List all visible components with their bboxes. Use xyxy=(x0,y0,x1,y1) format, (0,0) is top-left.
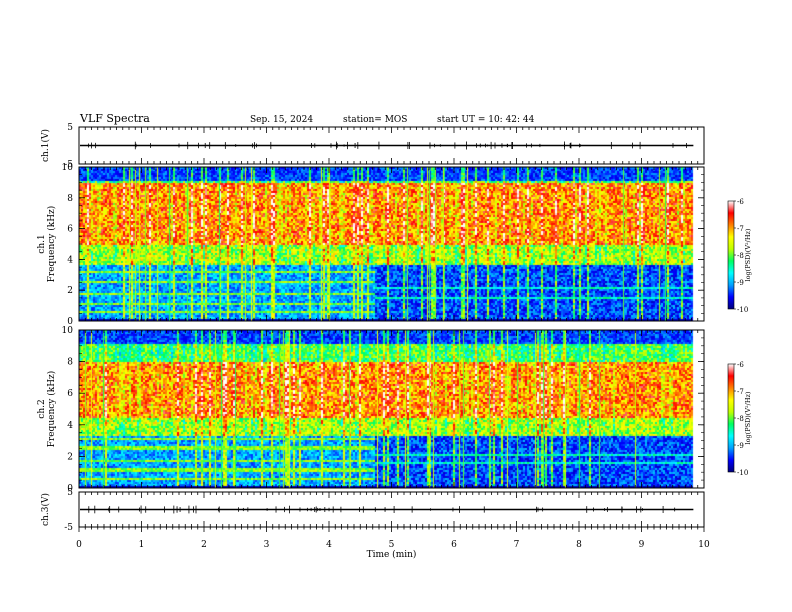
ch1-spectrogram-colorbar-label: log(PSD)(V²/Hz) xyxy=(744,228,752,281)
axes-layer xyxy=(78,126,736,532)
x-tick-label: 0 xyxy=(76,540,82,550)
ch1-spectrogram-colorbar-tick-label: -10 xyxy=(737,306,748,314)
ch1-spectrogram-ylabel: ch.1 xyxy=(37,234,47,253)
ch2-spectrogram-ylabel: ch.2 xyxy=(37,399,47,418)
x-tick-label: 4 xyxy=(326,540,332,550)
ch1-spectrogram-colorbar-tick-label: -7 xyxy=(737,225,744,233)
x-axis-label: Time (min) xyxy=(367,549,417,560)
chart-title: VLF Spectra xyxy=(80,112,150,125)
ch2-spectrogram-colorbar-tick-label: -6 xyxy=(737,361,744,369)
ch3-voltage-ytick-label: -5 xyxy=(64,523,73,533)
ch2-spectrogram-ytick-label: 8 xyxy=(67,358,73,368)
ch2-spectrogram-colorbar-tick-label: -10 xyxy=(737,469,748,477)
ch1-spectrogram-ytick-label: 0 xyxy=(67,317,73,327)
ch3-voltage-ytick-label: 5 xyxy=(67,488,73,498)
spectrogram-image-ch1 xyxy=(79,167,704,321)
ch1-spectrogram-ylabel: Frequency (kHz) xyxy=(46,206,57,283)
date-label: Sep. 15, 2024 xyxy=(250,115,314,125)
x-tick-label: 8 xyxy=(576,540,582,550)
x-tick-label: 9 xyxy=(639,540,645,550)
ch1-spectrogram-ytick-label: 6 xyxy=(67,225,73,235)
ch1-spectrogram-ytick-label: 10 xyxy=(62,163,74,173)
x-tick-label: 1 xyxy=(139,540,145,550)
ch2-spectrogram-ytick-label: 2 xyxy=(67,452,73,462)
x-tick-label: 7 xyxy=(514,540,520,550)
ch1-spectrogram-ytick-label: 2 xyxy=(67,286,73,296)
ch1-voltage-ylabel: ch.1(V) xyxy=(40,129,51,162)
ch2-spectrogram-ytick-label: 0 xyxy=(67,484,73,494)
station-label: station= MOS xyxy=(343,115,408,125)
ch2-spectrogram-ytick-label: 4 xyxy=(67,421,73,431)
panels-layer xyxy=(79,141,704,514)
ch1-spectrogram-colorbar-tick-label: -9 xyxy=(737,279,744,287)
ch2-spectrogram-colorbar-tick-label: -9 xyxy=(737,442,744,450)
ch2-spectrogram-colorbar xyxy=(727,363,735,473)
ch3-voltage-ylabel: ch.3(V) xyxy=(40,493,51,526)
ch2-spectrogram-ytick-label: 6 xyxy=(67,389,73,399)
start-ut-label: start UT = 10: 42: 44 xyxy=(437,115,535,125)
ch1-spectrogram-ytick-label: 8 xyxy=(67,194,73,204)
ch2-spectrogram-colorbar-tick-label: -8 xyxy=(737,415,744,423)
x-tick-label: 2 xyxy=(201,540,207,550)
ch2-spectrogram-ylabel: Frequency (kHz) xyxy=(46,371,57,448)
ch1-spectrogram-colorbar-tick-label: -6 xyxy=(737,198,744,206)
spectrogram-image-ch2 xyxy=(79,330,704,488)
ch1-spectrogram-colorbar-tick-label: -8 xyxy=(737,252,744,260)
ch2-spectrogram-ytick-label: 10 xyxy=(62,326,74,336)
ch1-voltage-ytick-label: 5 xyxy=(67,123,73,133)
ch1-voltage-ytick-label: -5 xyxy=(64,160,73,170)
ch1-spectrogram-colorbar xyxy=(727,200,735,310)
ch2-spectrogram-colorbar-label: log(PSD)(V²/Hz) xyxy=(744,391,752,444)
x-tick-label: 5 xyxy=(389,540,395,550)
x-tick-label: 6 xyxy=(451,540,457,550)
ch2-spectrogram-colorbar-tick-label: -7 xyxy=(737,388,744,396)
ch1-spectrogram-ytick-label: 4 xyxy=(67,255,73,265)
x-tick-label: 3 xyxy=(264,540,270,550)
x-tick-label: 10 xyxy=(698,540,710,550)
